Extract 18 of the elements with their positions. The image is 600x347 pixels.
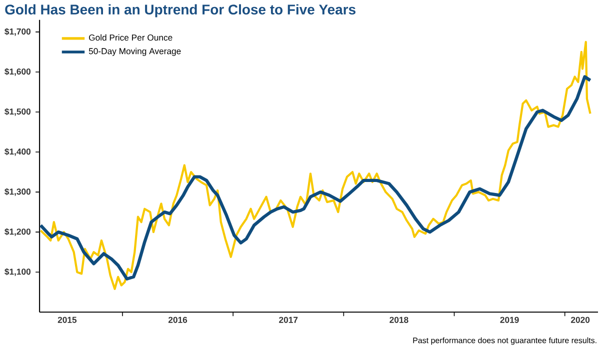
y-tick-label: $1,400 [4, 148, 31, 156]
y-tick-label: $1,700 [4, 28, 31, 36]
chart-title: Gold Has Been in an Uptrend For Close to Five Years [5, 4, 356, 18]
x-tick-label: 2017 [279, 316, 298, 323]
y-tick-label: $1,200 [4, 228, 31, 236]
y-tick-label: $1,500 [4, 108, 31, 116]
x-tick-label: 2019 [500, 316, 519, 323]
x-tick-label: 2015 [58, 316, 77, 323]
y-tick-label: $1,100 [4, 268, 31, 276]
x-tick-label: 2016 [168, 316, 188, 323]
y-tick-label: $1,300 [4, 188, 31, 196]
x-tick-label: 2020 [570, 316, 590, 323]
y-tick-label: $1,600 [4, 68, 31, 76]
x-tick-label: 2018 [390, 316, 408, 323]
line-series [40, 75, 592, 280]
legend-label: Gold Price Per Ounce [89, 34, 172, 41]
legend-label: 50-Day Moving Average [88, 48, 181, 56]
line-series [40, 40, 592, 290]
